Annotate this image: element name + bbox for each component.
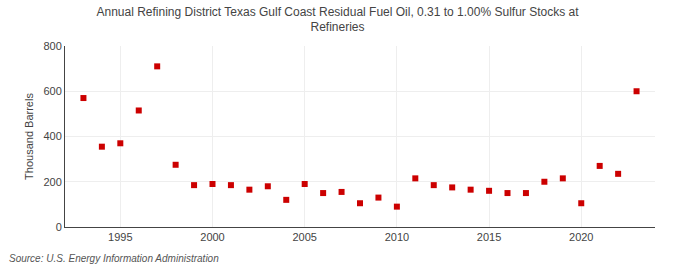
svg-text:Annual Refining District Texas: Annual Refining District Texas Gulf Coas…	[96, 5, 579, 35]
svg-text:600: 600	[43, 85, 61, 97]
svg-text:800: 800	[43, 40, 61, 52]
svg-text:200: 200	[43, 176, 61, 188]
svg-text:2000: 2000	[200, 231, 224, 243]
svg-text:1995: 1995	[108, 231, 132, 243]
svg-text:Source: U.S. Energy Informatio: Source: U.S. Energy Information Administ…	[9, 253, 219, 264]
svg-text:2015: 2015	[477, 231, 501, 243]
svg-text:400: 400	[43, 130, 61, 142]
svg-text:2020: 2020	[569, 231, 593, 243]
svg-text:2010: 2010	[385, 231, 409, 243]
svg-text:Thousand Barrels: Thousand Barrels	[23, 93, 35, 180]
svg-text:2005: 2005	[292, 231, 316, 243]
svg-text:0: 0	[56, 221, 62, 233]
